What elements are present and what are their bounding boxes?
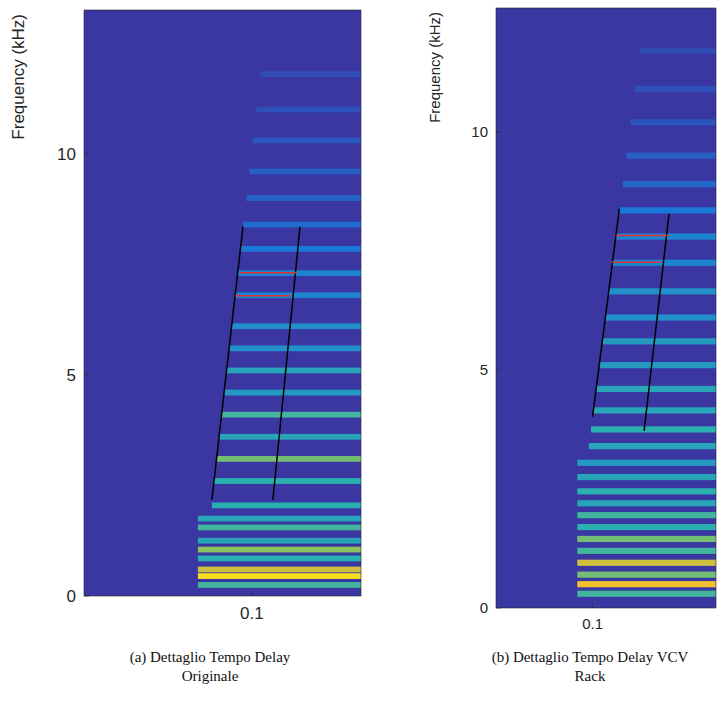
- harmonic-band: [240, 246, 361, 252]
- harmonic-band: [227, 368, 361, 374]
- harmonic-band: [198, 573, 361, 579]
- y-tick: [496, 131, 501, 132]
- y-tick-label: 0: [67, 587, 76, 606]
- y-tick: [84, 596, 89, 597]
- y-tick: [496, 608, 501, 609]
- harmonic-band: [243, 222, 361, 228]
- harmonic-band: [219, 434, 361, 440]
- x-tick: [251, 591, 252, 596]
- harmonic-band: [214, 478, 361, 484]
- plot-area: [496, 8, 716, 608]
- harmonic-band: [235, 292, 361, 298]
- caption: (b) Dettaglio Tempo Delay VCV Rack: [485, 648, 695, 686]
- y-tick: [84, 153, 89, 154]
- y-axis-title: Frequency (kHz): [9, 14, 28, 140]
- harmonic-band: [635, 86, 716, 92]
- background: [84, 10, 361, 596]
- harmonic-band: [577, 591, 716, 597]
- harmonic-band: [577, 536, 716, 542]
- canvas: 0 5 10 0.1 Frequency (kHz) 0 5 10 0.1 Frequency (…: [0, 0, 726, 724]
- x-tick-label: 0.1: [240, 604, 264, 623]
- plot-area: [84, 10, 361, 596]
- annotation-line: [212, 227, 243, 500]
- harmonic-band: [256, 107, 361, 113]
- x-tick: [592, 603, 593, 608]
- harmonic-band: [198, 516, 361, 522]
- annotation-line: [644, 214, 669, 431]
- harmonic-band: [249, 169, 361, 175]
- harmonic-band: [596, 386, 716, 392]
- harmonic-band: [640, 48, 716, 54]
- y-tick: [496, 369, 501, 370]
- harmonic-band: [222, 412, 361, 418]
- harmonic-band: [198, 538, 361, 544]
- harmonic-band: [577, 560, 716, 566]
- harmonic-band: [198, 547, 361, 553]
- annotation-line: [612, 262, 661, 264]
- harmonic-band: [577, 572, 716, 578]
- harmonic-band: [577, 500, 716, 506]
- harmonic-band: [212, 502, 361, 508]
- harmonic-band: [619, 207, 716, 213]
- plot-frame: [496, 8, 716, 608]
- harmonic-band: [198, 556, 361, 562]
- harmonic-band: [626, 153, 716, 159]
- harmonic-band: [631, 119, 716, 125]
- y-tick-label: 10: [57, 145, 76, 164]
- x-tick-label: 0.1: [582, 615, 603, 632]
- harmonic-band: [577, 548, 716, 554]
- annotation-line: [273, 227, 300, 500]
- y-tick-label: 0: [480, 599, 488, 616]
- harmonic-band: [238, 270, 361, 276]
- harmonic-band: [599, 362, 716, 368]
- harmonic-band: [198, 525, 361, 531]
- annotation-line: [240, 272, 297, 274]
- harmonic-band: [253, 138, 361, 144]
- harmonic-band: [577, 460, 716, 466]
- annotation-line: [616, 235, 669, 237]
- plot-frame: [84, 10, 361, 596]
- y-tick-label: 5: [480, 361, 488, 378]
- harmonic-band: [623, 181, 716, 187]
- harmonic-band: [246, 195, 361, 201]
- harmonic-band: [217, 456, 361, 462]
- harmonic-band: [198, 582, 361, 588]
- figure: 0 5 10 0.1 Frequency (kHz) 0 5 10 0.1 Frequency (…: [0, 0, 726, 724]
- harmonic-band: [605, 314, 716, 320]
- harmonic-band: [198, 567, 361, 573]
- harmonic-band: [577, 474, 716, 480]
- harmonic-band: [591, 426, 716, 432]
- y-tick: [84, 374, 89, 375]
- harmonic-band: [577, 512, 716, 518]
- caption: (a) Dettaglio Tempo Delay Originale: [105, 648, 315, 686]
- y-tick-label: 10: [471, 123, 488, 140]
- harmonic-band: [260, 71, 361, 77]
- harmonic-band: [577, 524, 716, 530]
- harmonic-band: [593, 407, 716, 413]
- harmonic-band: [589, 443, 716, 449]
- y-tick-label: 5: [67, 366, 76, 385]
- harmonic-band: [224, 390, 361, 396]
- harmonic-band: [577, 581, 716, 587]
- y-axis-title: Frequency (kHz): [426, 12, 443, 123]
- harmonic-band: [577, 488, 716, 494]
- annotation-line: [235, 295, 291, 297]
- harmonic-band: [232, 323, 361, 329]
- harmonic-band: [602, 338, 716, 344]
- annotation-line: [593, 208, 620, 416]
- background: [496, 8, 716, 608]
- harmonic-band: [229, 345, 361, 351]
- harmonic-band: [609, 288, 716, 294]
